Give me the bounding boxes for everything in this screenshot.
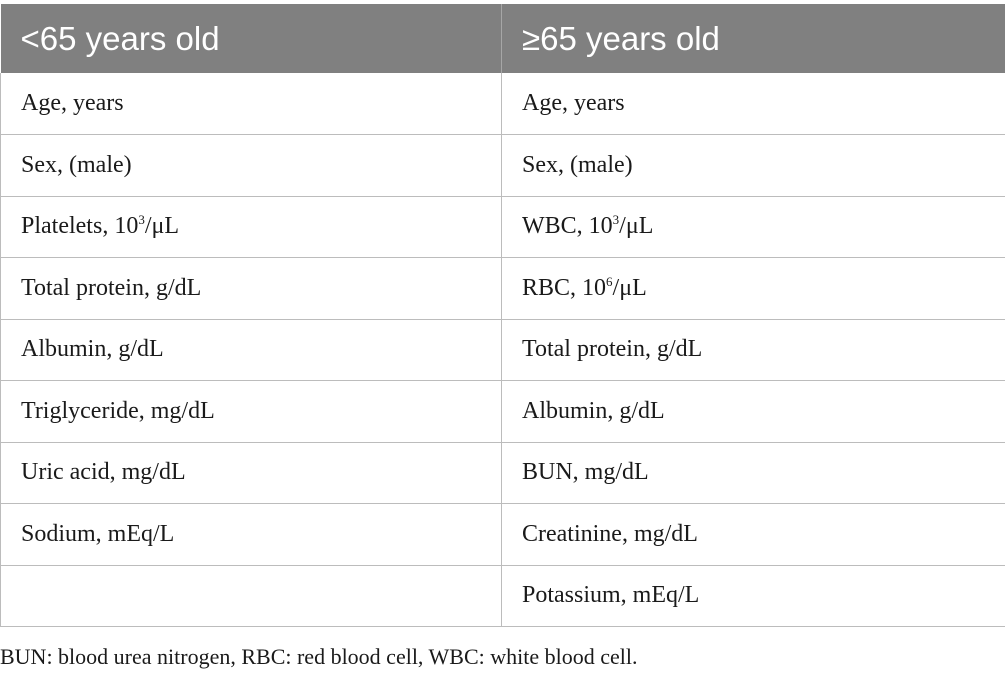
cell-65-and-over: Sex, (male) — [501, 134, 1005, 197]
cell-65-and-over: Albumin, g/dL — [501, 380, 1005, 443]
table-row: Age, years Age, years — [0, 73, 1005, 135]
cell-text: RBC, 10 — [522, 274, 607, 301]
cell-65-and-over: Potassium, mEq/L — [501, 565, 1005, 627]
cell-exponent: 6 — [606, 273, 613, 289]
table-row: Platelets, 103/μL WBC, 103/μL — [0, 196, 1005, 258]
table-row: Albumin, g/dL Total protein, g/dL — [0, 319, 1005, 381]
cell-unit: /μL — [144, 213, 180, 240]
header-65-and-over: ≥65 years old — [501, 4, 1005, 73]
cell-65-and-over: RBC, 106/μL — [501, 257, 1005, 320]
cell-under-65: Total protein, g/dL — [0, 257, 502, 320]
cell-unit: /μL — [612, 274, 647, 301]
variables-table-container: <65 years old ≥65 years old Age, years Ag… — [0, 4, 1005, 627]
table-row: Triglyceride, mg/dL Albumin, g/dL — [0, 380, 1005, 443]
table-footnote: BUN: blood urea nitrogen, RBC: red blood… — [0, 644, 638, 669]
cell-65-and-over: Total protein, g/dL — [501, 319, 1005, 381]
table-row: Sodium, mEq/L Creatinine, mg/dL — [0, 503, 1005, 566]
table-row: Sex, (male) Sex, (male) — [0, 134, 1005, 197]
cell-65-and-over: Age, years — [501, 73, 1005, 135]
table-body: Age, years Age, years Sex, (male) Sex, (mal… — [0, 73, 1005, 627]
cell-under-65: Platelets, 103/μL — [0, 196, 502, 258]
table-row: Total protein, g/dL RBC, 106/μL — [0, 257, 1005, 320]
variables-table: <65 years old ≥65 years old Age, years Ag… — [0, 4, 1005, 627]
cell-65-and-over: WBC, 103/μL — [501, 196, 1005, 258]
cell-under-65: Albumin, g/dL — [0, 319, 502, 381]
cell-under-65: Triglyceride, mg/dL — [0, 380, 502, 443]
cell-under-65: Age, years — [0, 73, 502, 135]
cell-unit: /μL — [619, 213, 654, 240]
cell-under-65 — [0, 565, 502, 627]
cell-65-and-over: BUN, mg/dL — [501, 442, 1005, 504]
cell-under-65: Uric acid, mg/dL — [0, 442, 502, 504]
cell-text: WBC, 10 — [522, 213, 613, 240]
header-row: <65 years old ≥65 years old — [0, 4, 1005, 73]
cell-exponent: 3 — [612, 212, 620, 228]
cell-text: Platelets, 10 — [21, 213, 139, 240]
table-row: Uric acid, mg/dL BUN, mg/dL — [0, 442, 1005, 504]
cell-exponent: 3 — [138, 212, 145, 228]
table-row: Potassium, mEq/L — [0, 565, 1005, 627]
cell-65-and-over: Creatinine, mg/dL — [501, 503, 1005, 566]
cell-under-65: Sodium, mEq/L — [0, 503, 502, 566]
cell-under-65: Sex, (male) — [0, 134, 502, 197]
header-under-65: <65 years old — [0, 4, 502, 73]
